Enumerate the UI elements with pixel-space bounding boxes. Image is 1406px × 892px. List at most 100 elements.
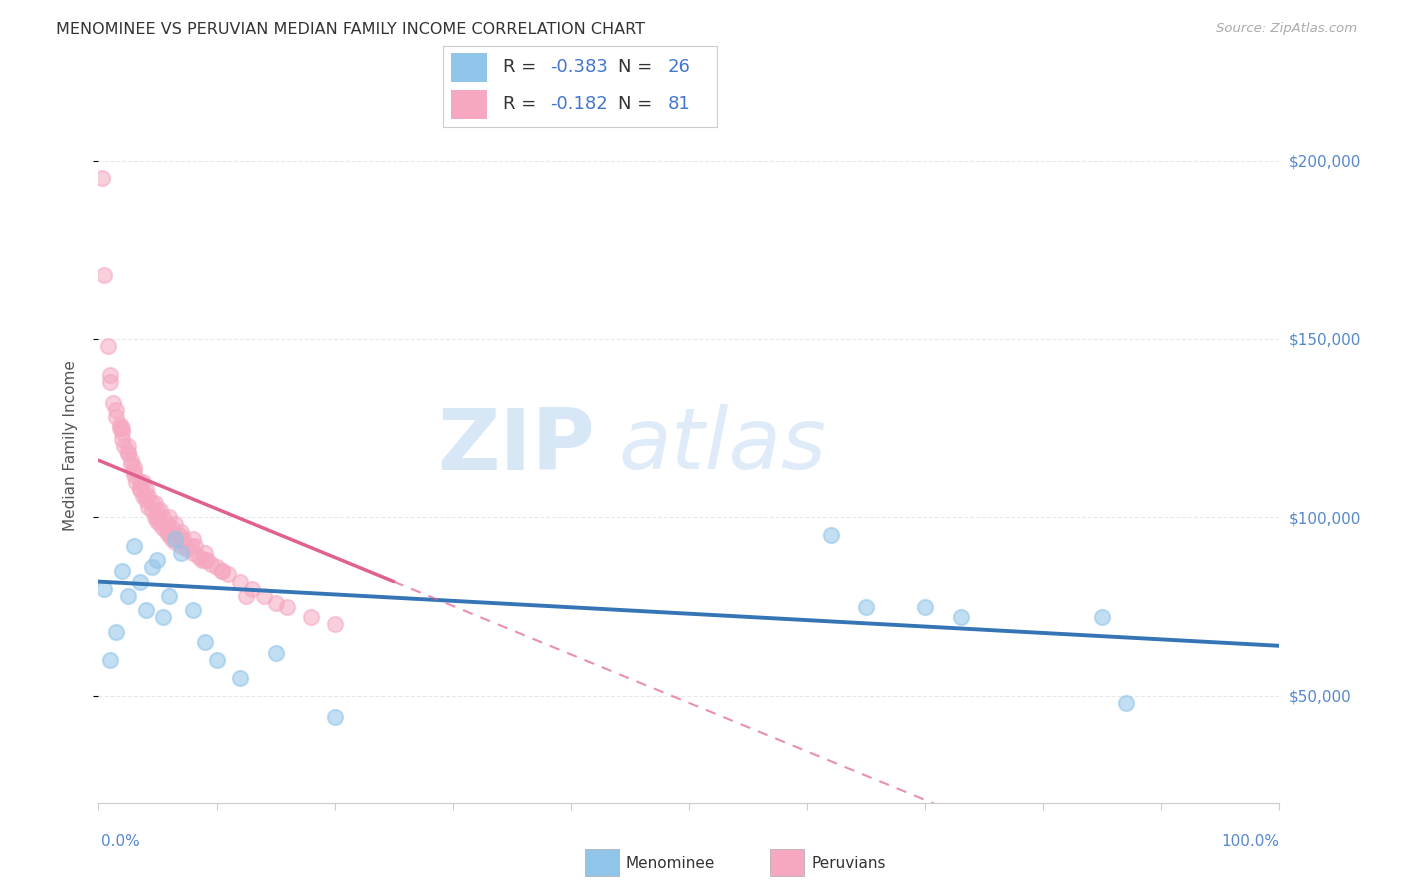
Point bbox=[180, 539, 202, 553]
Point bbox=[141, 496, 163, 510]
Point bbox=[125, 475, 148, 489]
Text: Peruvians: Peruvians bbox=[811, 856, 886, 871]
Point bbox=[191, 553, 214, 567]
Point bbox=[264, 596, 287, 610]
Point bbox=[949, 610, 972, 624]
Text: N =: N = bbox=[619, 58, 658, 76]
Point bbox=[170, 524, 193, 539]
Point bbox=[181, 546, 204, 560]
FancyBboxPatch shape bbox=[451, 53, 486, 82]
Point bbox=[160, 532, 183, 546]
Point bbox=[98, 368, 121, 382]
Point bbox=[152, 521, 174, 535]
Point bbox=[132, 489, 155, 503]
Point bbox=[152, 610, 174, 624]
Point bbox=[323, 617, 346, 632]
Point bbox=[122, 460, 145, 475]
Point bbox=[157, 589, 180, 603]
Point bbox=[157, 510, 180, 524]
Point bbox=[135, 482, 157, 496]
Point bbox=[181, 603, 204, 617]
Point bbox=[211, 564, 233, 578]
Point bbox=[194, 635, 217, 649]
Point bbox=[172, 532, 194, 546]
Point bbox=[121, 453, 143, 467]
Point bbox=[217, 567, 239, 582]
Point bbox=[170, 532, 193, 546]
Point bbox=[156, 524, 179, 539]
Point bbox=[205, 653, 228, 667]
Point bbox=[97, 339, 120, 353]
Point bbox=[122, 539, 145, 553]
Point bbox=[146, 510, 169, 524]
Point bbox=[160, 521, 183, 535]
Point bbox=[149, 503, 172, 517]
Point bbox=[122, 464, 145, 478]
Point bbox=[112, 439, 135, 453]
Point bbox=[135, 489, 157, 503]
Point bbox=[195, 553, 218, 567]
Point bbox=[122, 467, 145, 482]
Point bbox=[240, 582, 263, 596]
Point bbox=[136, 489, 159, 503]
Point bbox=[914, 599, 936, 614]
Point bbox=[157, 528, 180, 542]
Text: Source: ZipAtlas.com: Source: ZipAtlas.com bbox=[1216, 22, 1357, 36]
Point bbox=[157, 524, 180, 539]
Point bbox=[91, 171, 114, 186]
Point bbox=[156, 517, 179, 532]
Text: 26: 26 bbox=[668, 58, 690, 76]
Point bbox=[98, 375, 121, 389]
Point bbox=[105, 624, 128, 639]
Text: ZIP: ZIP bbox=[437, 404, 595, 488]
Point bbox=[194, 546, 217, 560]
Point bbox=[1115, 696, 1137, 710]
Point bbox=[117, 439, 139, 453]
Point bbox=[323, 710, 346, 724]
Point bbox=[165, 532, 187, 546]
Text: 0.0%: 0.0% bbox=[101, 834, 141, 849]
Point bbox=[128, 482, 150, 496]
Text: -0.182: -0.182 bbox=[550, 95, 607, 113]
Point bbox=[135, 603, 157, 617]
Point bbox=[187, 549, 209, 564]
Point bbox=[105, 403, 128, 417]
Point bbox=[184, 539, 207, 553]
Text: atlas: atlas bbox=[619, 404, 827, 488]
Point bbox=[211, 564, 233, 578]
Text: 100.0%: 100.0% bbox=[1222, 834, 1279, 849]
Text: Menominee: Menominee bbox=[626, 856, 716, 871]
Point bbox=[108, 421, 131, 435]
Point bbox=[235, 589, 257, 603]
Point bbox=[136, 500, 159, 514]
Point bbox=[149, 517, 172, 532]
Point bbox=[205, 560, 228, 574]
Point bbox=[93, 582, 115, 596]
Point bbox=[170, 546, 193, 560]
Text: R =: R = bbox=[503, 58, 543, 76]
Point bbox=[229, 574, 252, 589]
Point bbox=[117, 446, 139, 460]
Point bbox=[181, 532, 204, 546]
Point bbox=[194, 553, 217, 567]
Point bbox=[165, 517, 187, 532]
Point bbox=[167, 528, 190, 542]
Point bbox=[1091, 610, 1114, 624]
Y-axis label: Median Family Income: Median Family Income bbox=[63, 360, 77, 532]
Point bbox=[111, 421, 134, 435]
Point bbox=[101, 396, 124, 410]
Text: MENOMINEE VS PERUVIAN MEDIAN FAMILY INCOME CORRELATION CHART: MENOMINEE VS PERUVIAN MEDIAN FAMILY INCO… bbox=[56, 22, 645, 37]
Point bbox=[93, 268, 115, 282]
Text: N =: N = bbox=[619, 95, 658, 113]
Point bbox=[128, 475, 150, 489]
Point bbox=[117, 589, 139, 603]
Point bbox=[143, 510, 166, 524]
Point bbox=[141, 503, 163, 517]
Point bbox=[176, 542, 198, 557]
Point bbox=[117, 446, 139, 460]
Point bbox=[128, 574, 150, 589]
Point bbox=[170, 539, 193, 553]
Point bbox=[105, 410, 128, 425]
Point bbox=[264, 646, 287, 660]
Point bbox=[135, 492, 157, 507]
